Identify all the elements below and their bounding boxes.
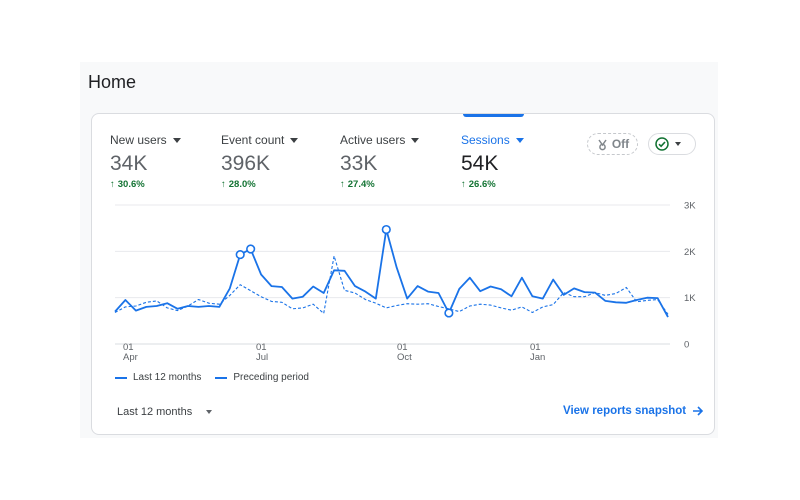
metric-tab-new-users[interactable]: New users 34K ↑ 30.6%: [110, 132, 181, 190]
overview-card: [91, 113, 715, 435]
metric-value: 396K: [221, 152, 271, 175]
y-tick-label: 2K: [684, 247, 696, 258]
x-tick-day: 01: [256, 342, 267, 353]
metric-tab-active-users[interactable]: Active users 33K ↑ 27.4%: [340, 132, 420, 190]
anomaly-marker[interactable]: [444, 308, 454, 318]
date-range-label: Last 12 months: [117, 406, 193, 418]
insights-toggle[interactable]: Off: [587, 133, 638, 155]
x-tick-day: 01: [397, 342, 408, 353]
check-circle-icon: [655, 137, 669, 151]
chevron-down-icon: [411, 137, 420, 143]
metric-value: 33K: [340, 152, 378, 175]
chart-legend: Last 12 months Preceding period: [115, 372, 309, 383]
active-tab-indicator: [463, 114, 524, 117]
y-tick-label: 1K: [684, 293, 696, 304]
x-tick-month: Jul: [256, 352, 268, 363]
x-tick-month: Apr: [123, 352, 138, 363]
legend-swatch-solid: [115, 376, 127, 379]
metric-change: 30.6%: [117, 179, 145, 190]
y-tick-label: 0: [684, 340, 689, 351]
metric-label: New users: [110, 133, 167, 147]
legend-previous-label: Preceding period: [233, 372, 309, 383]
x-tick-month: Jan: [530, 352, 545, 363]
view-reports-snapshot-link[interactable]: View reports snapshot: [563, 405, 704, 417]
snapshot-link-label: View reports snapshot: [563, 405, 687, 417]
chevron-down-icon: [290, 137, 299, 143]
arrow-up-icon: ↑: [461, 179, 466, 190]
arrow-up-icon: ↑: [110, 179, 115, 190]
arrow-up-icon: ↑: [221, 179, 226, 190]
arrow-right-icon: [693, 406, 704, 416]
metric-value: 54K: [461, 152, 499, 175]
y-tick-label: 3K: [684, 201, 696, 212]
page-title: Home: [88, 72, 137, 92]
metric-value: 34K: [110, 152, 148, 175]
x-tick-month: Oct: [397, 352, 412, 363]
anomaly-marker[interactable]: [235, 249, 245, 260]
chevron-down-icon: [515, 137, 524, 143]
metric-change: 27.4%: [347, 179, 375, 190]
anomaly-marker[interactable]: [246, 244, 256, 254]
chevron-down-icon: [206, 410, 213, 414]
metric-tab-sessions[interactable]: Sessions 54K ↑ 26.6%: [461, 132, 524, 190]
chevron-down-icon: [675, 142, 681, 146]
x-tick-day: 01: [123, 342, 134, 353]
anomaly-marker[interactable]: [381, 224, 391, 235]
legend-swatch-dashed: [215, 376, 228, 379]
legend-current-label: Last 12 months: [133, 372, 202, 383]
status-dropdown-button[interactable]: [648, 133, 696, 155]
chevron-down-icon: [172, 137, 181, 143]
metric-label: Sessions: [461, 133, 510, 147]
series-line-preceding-period: [114, 255, 669, 315]
x-tick-day: 01: [530, 342, 541, 353]
insights-toggle-label: Off: [611, 137, 630, 151]
arrow-up-icon: ↑: [340, 179, 345, 190]
metric-change: 28.0%: [228, 179, 256, 190]
metric-tab-event-count[interactable]: Event count 396K ↑ 28.0%: [221, 132, 299, 190]
metric-label: Active users: [340, 133, 406, 147]
date-range-select[interactable]: Last 12 months: [117, 406, 213, 418]
series-line-last-12-months: [114, 228, 669, 318]
metric-label: Event count: [221, 133, 285, 147]
metric-change: 26.6%: [468, 179, 496, 190]
insights-icon: [598, 139, 607, 150]
